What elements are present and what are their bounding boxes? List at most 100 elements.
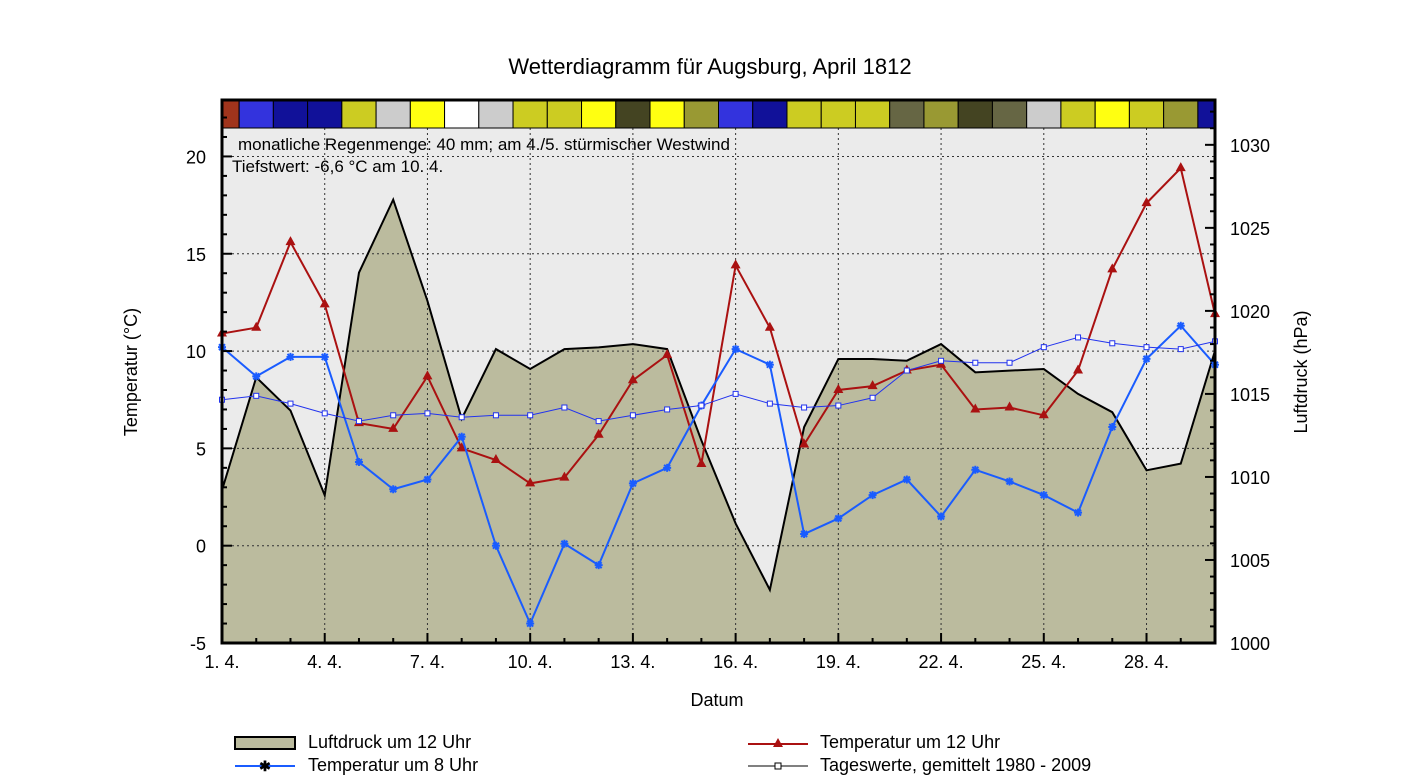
x-tick-label: 16. 4. [713,652,758,672]
legend-label-temp-8: Temperatur um 8 Uhr [308,755,478,775]
temp-8-point [1108,422,1117,431]
mean-point [1109,340,1116,347]
star-stroke [868,491,877,499]
mean-point [527,412,534,419]
temp-8-point [286,352,295,361]
weather-cell [238,99,274,129]
mean-point [938,357,945,364]
temp-12-point [662,348,673,358]
weather-cell [307,99,343,129]
star-stroke [834,514,843,523]
star-stroke [629,479,637,488]
temp-8-point [320,352,329,361]
mean-point [1177,346,1184,353]
temp-8-point [389,485,398,494]
temp-8-point [560,539,569,548]
temp-12-point [285,236,296,246]
star-stroke [1074,508,1082,517]
star-stroke [389,485,397,493]
weather-cell [615,99,651,129]
pressure-line [221,196,1216,593]
temp-8-point [252,372,261,381]
mean-point [698,402,705,409]
temp-12-point [1038,409,1049,419]
weather-cell [889,99,925,129]
x-tick-label: 22. 4. [919,652,964,672]
annotation-min-temp: Tiefstwert: -6,6 °C am 10. 4. [232,157,443,176]
mean-point [595,418,602,425]
y-axis-label: Temperatur (°C) [121,308,141,436]
weather-cell [375,99,411,129]
temp-12-point [799,438,810,448]
x-axis-label: Datum [690,690,743,710]
weather-cell [683,99,719,129]
weather-cell [1026,99,1062,129]
pressure-area [222,199,1215,643]
x-tick-label: 7. 4. [410,652,445,672]
mean-point [732,390,739,397]
weather-cell [512,99,548,129]
temp-8-point [868,491,877,500]
y-right-tick-label: 1010 [1230,468,1270,488]
temp-12-point [833,383,844,393]
mean-point [458,414,465,421]
mean-point [390,412,397,419]
x-tick-label: 1. 4. [204,652,239,672]
x-tick-label: 13. 4. [610,652,655,672]
y-tick-label: 10 [186,342,206,362]
chart-title: Wetterdiagramm für Augsburg, April 1812 [508,54,911,79]
y-tick-label: 5 [196,439,206,459]
temp-8-point [1176,321,1185,330]
legend-label-temp-12: Temperatur um 12 Uhr [820,732,1000,752]
temp-8-point [628,479,637,488]
temp-8-point [1142,354,1151,363]
y-tick-label: 20 [186,147,206,167]
weather-cell [991,99,1028,129]
series-line-1 [221,166,1216,485]
temp-12-point [456,442,467,452]
star-stroke [1040,491,1048,499]
temp-12-point [319,298,330,308]
weather-cell [1094,99,1130,129]
x-tick-label: 4. 4. [307,652,342,672]
temp-8-point [834,514,843,523]
mean-point [287,400,294,407]
plot-area [217,98,1220,645]
star-stroke [492,541,500,550]
temp-8-point [971,465,980,474]
temp-12-point [1107,263,1118,273]
mean-point [492,412,499,419]
temp-12-point [1073,364,1084,374]
temp-12-point [970,403,981,413]
y-right-tick-label: 1000 [1230,634,1270,654]
weather-cell [478,99,514,129]
mean-point [766,400,773,407]
x-tick-labels: 1. 4. 4. 4. 7. 4. 10. 4. 13. 4. 16. 4. 19. 4. 2… [204,652,1169,672]
temp-12-point [490,454,501,464]
y-right-tick-label: 1025 [1230,219,1270,239]
star-stroke [731,345,740,353]
star-stroke [937,512,945,521]
temp-12-point [1141,197,1152,207]
star-stroke [1142,355,1151,363]
temp-8-point [526,619,535,628]
mean-point [355,418,362,425]
star-stroke [423,475,432,484]
temp-8-point [594,561,603,570]
star-stroke [1177,322,1185,330]
temp-8-point [1039,491,1048,500]
star-stroke [560,540,569,548]
x-tick-label: 25. 4. [1021,652,1066,672]
temp-12-point [627,374,638,384]
temp-12-point [251,321,262,331]
weather-cell [786,99,822,129]
temp-12-point [696,457,707,467]
annotation-rain: monatliche Regenmenge: 40 mm; am 4./5. s… [238,135,730,154]
legend-label-pressure: Luftdruck um 12 Uhr [308,732,471,752]
x-tick-label: 28. 4. [1124,652,1169,672]
temp-8-point [491,541,500,550]
temp-12-point [1004,401,1015,411]
legend: Luftdruck um 12 Uhr ✱ Temperatur um 8 Uh… [234,732,1091,775]
weather-cell [1060,99,1096,129]
temp-12-point [559,471,570,481]
